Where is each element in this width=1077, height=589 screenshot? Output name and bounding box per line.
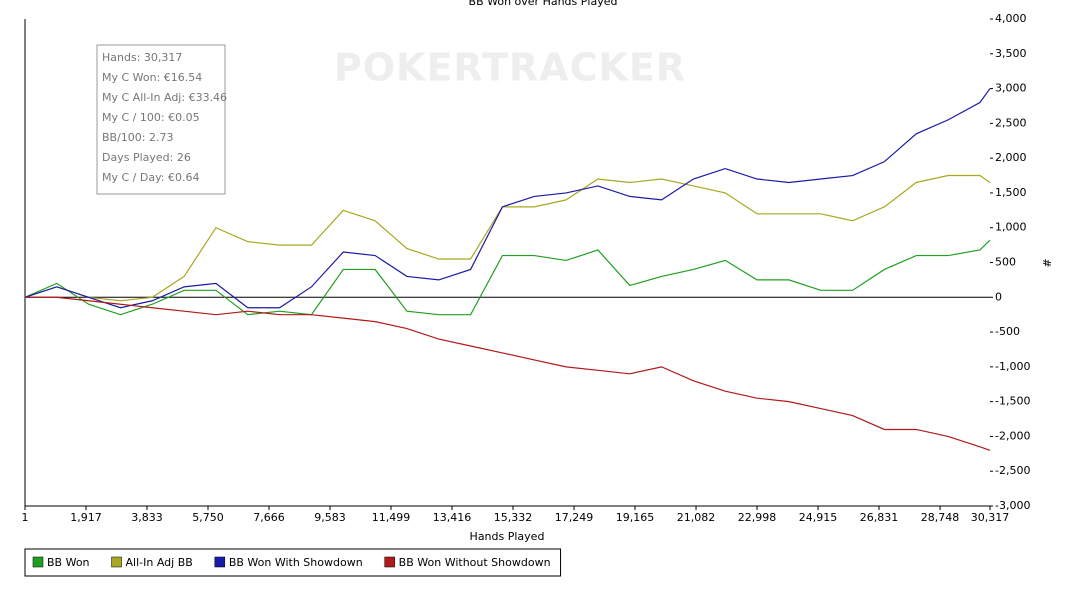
x-tick-label: 28,748 [921,511,960,524]
tooltip-line: BB/100: 2.73 [102,131,174,144]
y-tick-label: -2,000 [995,429,1030,442]
tooltip-line: My C Won: €16.54 [102,71,202,84]
y-tick-label: 1,500 [995,186,1027,199]
x-tick-label: 5,750 [192,511,224,524]
y-tick-label: 4,000 [995,12,1027,25]
legend-label: BB Won Without Showdown [399,556,551,569]
x-tick-label: 1 [22,511,29,524]
series-line [24,239,991,316]
x-tick-label: 9,583 [314,511,346,524]
tooltip-line: Days Played: 26 [102,151,191,164]
y-tick-label: -1,000 [995,360,1030,373]
x-tick-label: 26,831 [860,511,899,524]
x-tick-label: 17,249 [555,511,594,524]
watermark: POKERTRACKER [334,46,686,90]
tooltip-line: Hands: 30,317 [102,51,182,64]
tooltip-line: My C / Day: €0.64 [102,171,200,184]
y-tick-label: 3,500 [995,47,1027,60]
y-axis-label: # [1040,258,1053,267]
x-tick-label: 7,666 [253,511,285,524]
x-tick-label: 11,499 [372,511,411,524]
x-tick-label: 24,915 [799,511,838,524]
y-tick-label: 0 [995,290,1002,303]
legend-swatch [214,556,226,568]
tooltip-line: My C / 100: €0.05 [102,111,200,124]
legend-swatch [384,556,395,568]
y-tick-label: 1,000 [995,221,1027,234]
y-tick-label: 2,500 [995,116,1027,129]
y-tick-label: -500 [995,325,1020,338]
x-tick-label: 15,332 [494,511,533,524]
series-line [24,88,991,309]
y-tick-label: 2,000 [995,151,1027,164]
series-line [25,296,991,451]
legend-label: All-In Adj BB [126,556,193,569]
x-tick-label: 1,917 [70,511,102,524]
y-tick-label: -3,000 [995,499,1030,512]
x-tick-label: 3,833 [131,511,163,524]
chart-title: BB Won over Hands Played [469,0,618,8]
x-axis-label: Hands Played [470,530,545,543]
y-tick-label: 3,000 [995,82,1027,95]
y-tick-label: 500 [995,256,1016,269]
x-tick-label: 21,082 [677,511,716,524]
x-tick-label: 30,317 [971,511,1010,524]
legend-label: BB Won With Showdown [229,556,363,569]
series-line [24,174,991,302]
x-tick-label: 22,998 [738,511,777,524]
legend-swatch [111,556,122,568]
tooltip-box [96,44,226,195]
legend-swatch [32,556,44,568]
x-tick-label: 13,416 [433,511,472,524]
x-tick-label: 19,165 [616,511,655,524]
y-tick-label: -2,500 [995,464,1030,477]
legend-label: BB Won [47,556,90,569]
y-tick-label: -1,500 [995,395,1030,408]
tooltip-line: My C All-In Adj: €33.46 [102,91,227,104]
